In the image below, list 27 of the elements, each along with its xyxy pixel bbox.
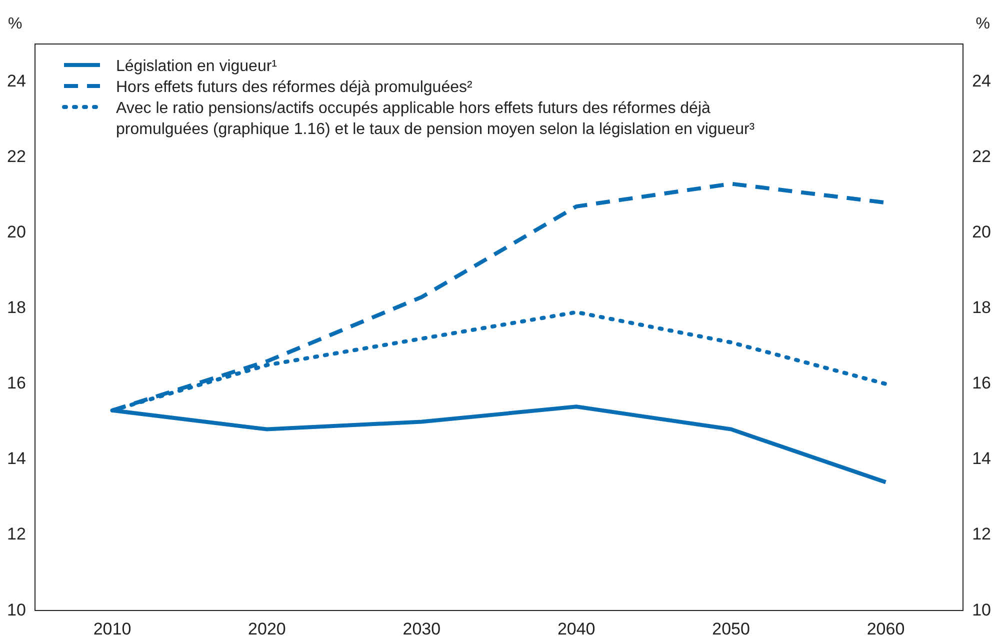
y-axis-title: % bbox=[8, 15, 22, 32]
y-tick-label: 12 bbox=[6, 524, 26, 544]
y-tick-label: 18 bbox=[6, 298, 26, 318]
legend-label: Avec le ratio pensions/actifs occupés applicable hors effets futurs des réformes déjà promulguées (graphique 1.16) et le taux de pension moyen selon la législation en vigueur³ bbox=[116, 99, 756, 140]
x-tick-label: 2030 bbox=[402, 619, 441, 638]
y2-tick-label: 24 bbox=[972, 71, 992, 90]
y-tick-label: 10 bbox=[6, 600, 26, 620]
y2-tick-label: 14 bbox=[972, 449, 992, 468]
y-tick-label: 16 bbox=[6, 374, 26, 393]
x-tick-label: 2060 bbox=[866, 619, 905, 638]
x-tick-label: 2050 bbox=[712, 619, 750, 638]
x-tick-label: 2020 bbox=[248, 619, 286, 638]
y2-tick-label: 12 bbox=[972, 524, 992, 544]
y2-tick-label: 10 bbox=[972, 600, 992, 620]
y2-tick-label: 22 bbox=[972, 147, 992, 166]
y-tick-label: 14 bbox=[6, 449, 26, 468]
y2-axis-title: % bbox=[976, 15, 990, 32]
x-tick-label: 2010 bbox=[93, 619, 132, 638]
y2-tick-label: 20 bbox=[972, 222, 992, 242]
y2-tick-label: 18 bbox=[972, 298, 992, 318]
x-tick-label: 2040 bbox=[557, 619, 596, 638]
y-tick-label: 24 bbox=[6, 71, 26, 90]
y2-tick-label: 16 bbox=[972, 374, 992, 393]
y-tick-label: 22 bbox=[6, 147, 26, 166]
y-tick-label: 20 bbox=[6, 222, 26, 242]
legend-label: Hors effets futurs des réformes déjà promulguées² bbox=[116, 78, 472, 98]
legend-label: Législation en vigueur¹ bbox=[116, 57, 277, 77]
